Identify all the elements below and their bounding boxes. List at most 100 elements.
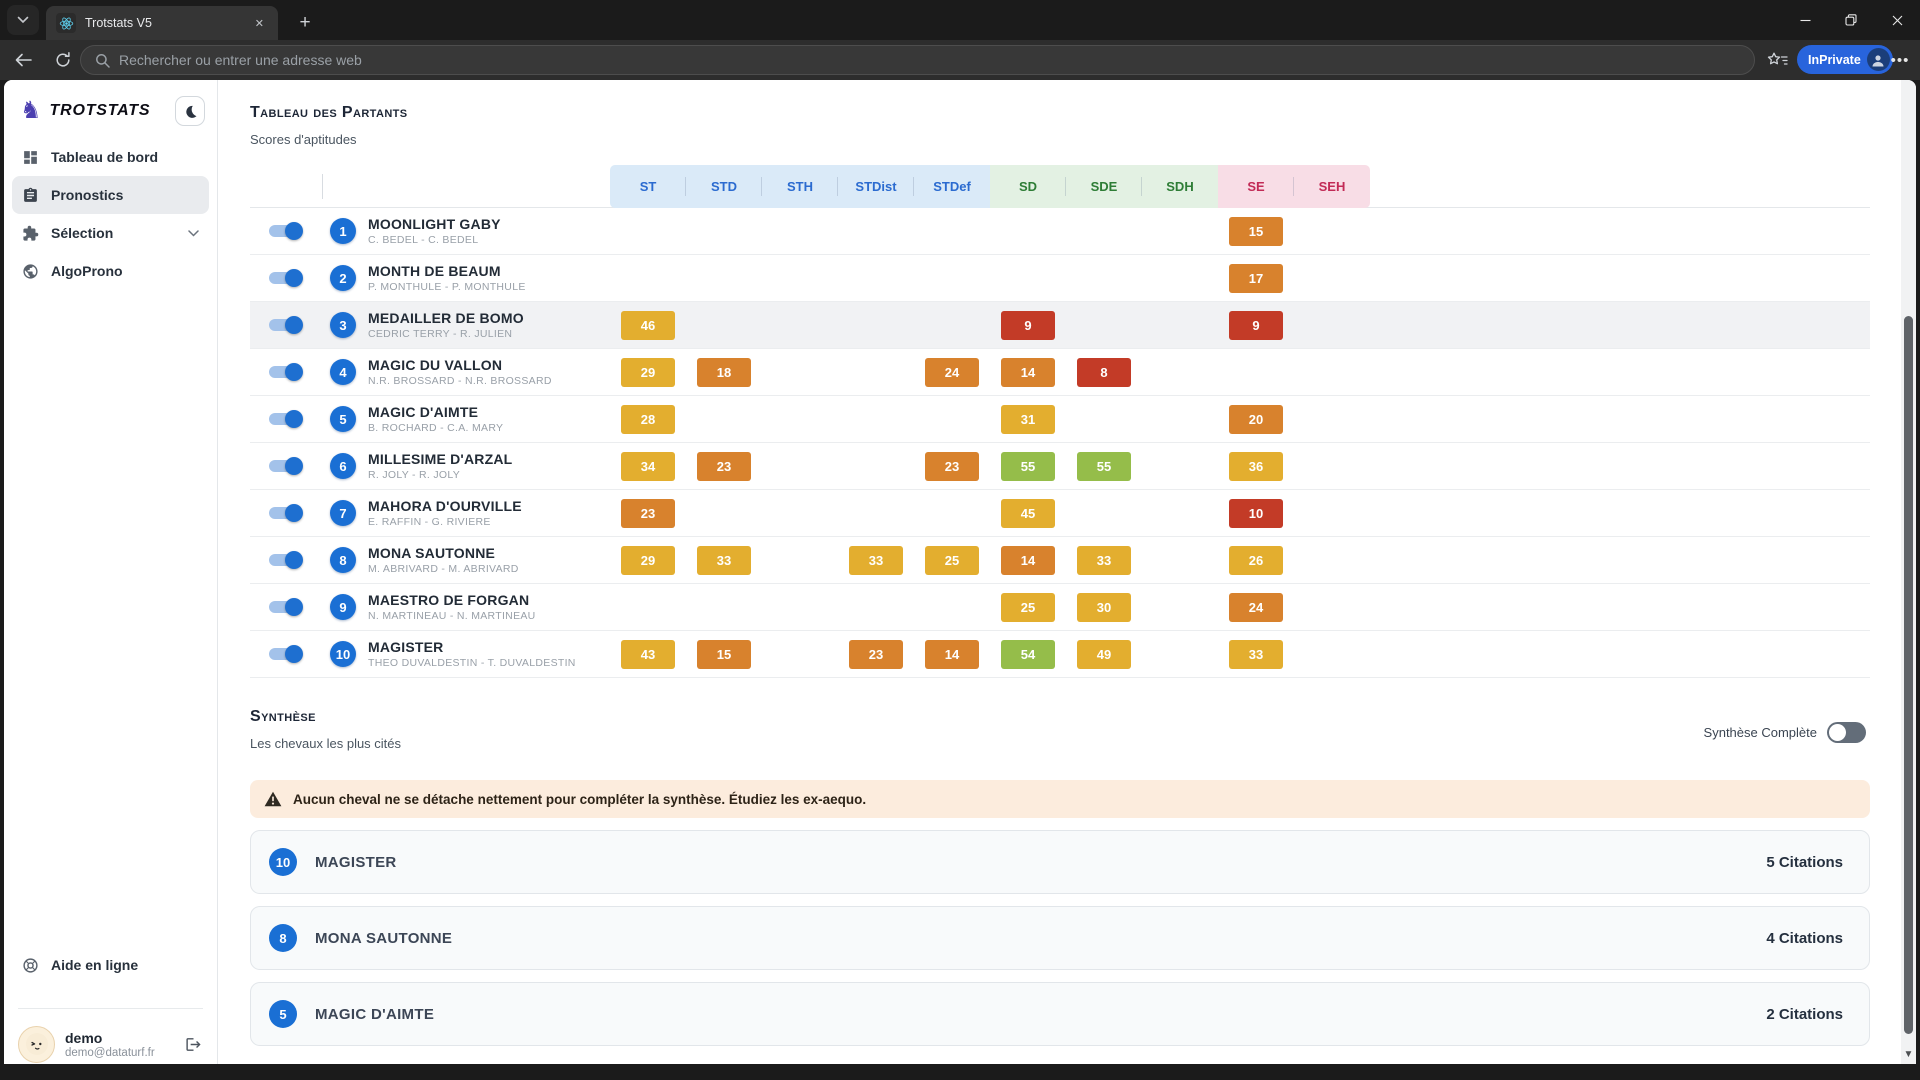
favorites-hub-button[interactable]	[1762, 46, 1792, 74]
scrollbar-thumb[interactable]	[1904, 316, 1913, 1034]
vertical-scrollbar: ▼	[1901, 80, 1916, 1064]
score-badge: 24	[925, 357, 979, 387]
horse-enabled-toggle[interactable]	[269, 316, 303, 334]
lifebuoy-icon	[23, 957, 38, 973]
horse-enabled-toggle[interactable]	[269, 457, 303, 475]
score-badge: 17	[1229, 263, 1283, 293]
score-badge: 45	[1001, 498, 1055, 528]
user-email: demo@dataturf.fr	[65, 1046, 155, 1059]
horse-drivers: N. MARTINEAU - N. MARTINEAU	[368, 610, 536, 623]
horse-name-block: MAGIC D'AIMTE B. ROCHARD - C.A. MARY	[368, 404, 503, 434]
score-cell-sd: 14	[990, 357, 1066, 387]
sidebar-item-tableau-de-bord[interactable]: Tableau de bord	[12, 138, 209, 176]
tab-close-icon[interactable]: ✕	[254, 17, 264, 30]
sidebar-item-pronostics[interactable]: Pronostics	[12, 176, 209, 214]
back-button[interactable]	[6, 44, 40, 76]
sidebar: ♞ TROTSTATS Tableau de bord Pronostics S…	[4, 80, 218, 1064]
horse-enabled-toggle[interactable]	[269, 598, 303, 616]
profile-person-icon	[1866, 48, 1890, 71]
brand-name: TROTSTATS	[49, 102, 151, 119]
dark-mode-toggle-button[interactable]	[175, 96, 205, 126]
horse-enabled-toggle[interactable]	[269, 269, 303, 287]
score-badge: 23	[697, 451, 751, 481]
horse-row[interactable]: 3 MEDAILLER DE BOMO CEDRIC TERRY - R. JULI…	[250, 302, 1870, 349]
logout-button[interactable]	[179, 1030, 207, 1058]
tab-title: Trotstats V5	[85, 16, 152, 30]
toggle-knob	[285, 457, 303, 475]
logout-icon	[185, 1037, 201, 1051]
horse-enabled-toggle[interactable]	[269, 363, 303, 381]
toggle-cell	[250, 363, 322, 381]
brand-row: ♞ TROTSTATS	[20, 94, 205, 128]
horses-rows: 1 MOONLIGHT GABY C. BEDEL - C. BEDEL 15 2 MON…	[250, 208, 1870, 678]
synthese-complete-toggle[interactable]	[1827, 722, 1866, 743]
globe-icon	[23, 263, 38, 279]
horse-row[interactable]: 4 MAGIC DU VALLON N.R. BROSSARD - N.R. BRO…	[250, 349, 1870, 396]
horse-row[interactable]: 9 MAESTRO DE FORGAN N. MARTINEAU - N. MART…	[250, 584, 1870, 631]
horse-enabled-toggle[interactable]	[269, 222, 303, 240]
sidebar-nav: Tableau de bord Pronostics Sélection Alg…	[12, 138, 209, 290]
horse-row[interactable]: 10 MAGISTER THEO DUVALDESTIN - T. DUVALDES…	[250, 631, 1870, 678]
horse-row[interactable]: 2 MONTH DE BEAUM P. MONTHULE - P. MONTHULE…	[250, 255, 1870, 302]
toggle-knob	[285, 645, 303, 663]
score-cell-st: 46	[610, 310, 686, 340]
close-window-button[interactable]	[1874, 0, 1920, 40]
horse-row[interactable]: 6 MILLESIME D'ARZAL R. JOLY - R. JOLY 34 23 2…	[250, 443, 1870, 490]
score-badge: 14	[925, 639, 979, 669]
restore-button[interactable]	[1828, 0, 1874, 40]
sidebar-item-aide-en-ligne[interactable]: Aide en ligne	[12, 946, 209, 984]
score-cell-sd: 54	[990, 639, 1066, 669]
score-cell-stdist: 33	[838, 545, 914, 575]
favorites-star-icon	[1767, 52, 1788, 65]
horse-enabled-toggle[interactable]	[269, 504, 303, 522]
new-tab-button[interactable]: +	[299, 12, 311, 33]
horse-number-badge: 1	[330, 218, 356, 244]
address-bar[interactable]: Rechercher ou entrer une adresse web	[80, 45, 1755, 75]
minimize-button[interactable]	[1782, 0, 1828, 40]
toggle-knob	[285, 269, 303, 287]
horse-row[interactable]: 7 MAHORA D'OURVILLE E. RAFFIN - G. RIVIERE…	[250, 490, 1870, 537]
score-cell-se: 20	[1218, 404, 1294, 434]
horse-drivers: P. MONTHULE - P. MONTHULE	[368, 281, 526, 294]
score-cell-st: 29	[610, 357, 686, 387]
user-avatar[interactable]	[18, 1025, 55, 1063]
column-header-sth: STH	[762, 165, 838, 208]
horse-row[interactable]: 1 MOONLIGHT GABY C. BEDEL - C. BEDEL 15	[250, 208, 1870, 255]
sidebar-item-selection[interactable]: Sélection	[12, 214, 209, 252]
refresh-button[interactable]	[46, 44, 80, 76]
inprivate-profile-button[interactable]: InPrivate	[1797, 45, 1893, 74]
browser-tab[interactable]: Trotstats V5 ✕	[46, 6, 278, 40]
horse-enabled-toggle[interactable]	[269, 645, 303, 663]
horse-drivers: B. ROCHARD - C.A. MARY	[368, 422, 504, 435]
dashboard-icon	[24, 150, 37, 164]
citation-card[interactable]: 10 MAGISTER 5 Citations	[250, 830, 1870, 894]
more-menu-button[interactable]: •••	[1890, 51, 1910, 69]
minimize-icon	[1800, 19, 1810, 21]
score-badge: 23	[621, 498, 675, 528]
score-cell-sde: 49	[1066, 639, 1142, 669]
horse-name: MOONLIGHT GABY	[368, 215, 501, 232]
horse-drivers: CEDRIC TERRY - R. JULIEN	[368, 328, 513, 341]
tab-search-chevron-button[interactable]	[7, 5, 39, 35]
search-icon	[96, 53, 110, 68]
citation-card[interactable]: 8 MONA SAUTONNE 4 Citations	[250, 906, 1870, 970]
horse-identity: 9 MAESTRO DE FORGAN N. MARTINEAU - N. MART…	[322, 592, 610, 622]
toggle-knob	[285, 316, 303, 334]
scroll-down-arrow[interactable]: ▼	[1903, 1049, 1914, 1060]
column-header-seh: SEH	[1294, 165, 1370, 208]
horse-enabled-toggle[interactable]	[269, 410, 303, 428]
horse-identity: 10 MAGISTER THEO DUVALDESTIN - T. DUVALDES…	[322, 639, 610, 669]
column-header-sde: SDE	[1066, 165, 1142, 208]
horse-row[interactable]: 5 MAGIC D'AIMTE B. ROCHARD - C.A. MARY 28 31…	[250, 396, 1870, 443]
score-cell-sd: 55	[990, 451, 1066, 481]
horse-enabled-toggle[interactable]	[269, 551, 303, 569]
horse-row[interactable]: 8 MONA SAUTONNE M. ABRIVARD - M. ABRIVARD 2…	[250, 537, 1870, 584]
score-badge: 15	[1229, 216, 1283, 246]
chevron-down-icon	[188, 229, 199, 237]
card-citations: 4 Citations	[1766, 929, 1843, 947]
toggle-knob	[285, 363, 303, 381]
citation-card[interactable]: 5 MAGIC D'AIMTE 2 Citations	[250, 982, 1870, 1046]
sidebar-item-algoprono[interactable]: AlgoProno	[12, 252, 209, 290]
score-cell-st: 28	[610, 404, 686, 434]
horse-drivers: C. BEDEL - C. BEDEL	[368, 234, 479, 247]
